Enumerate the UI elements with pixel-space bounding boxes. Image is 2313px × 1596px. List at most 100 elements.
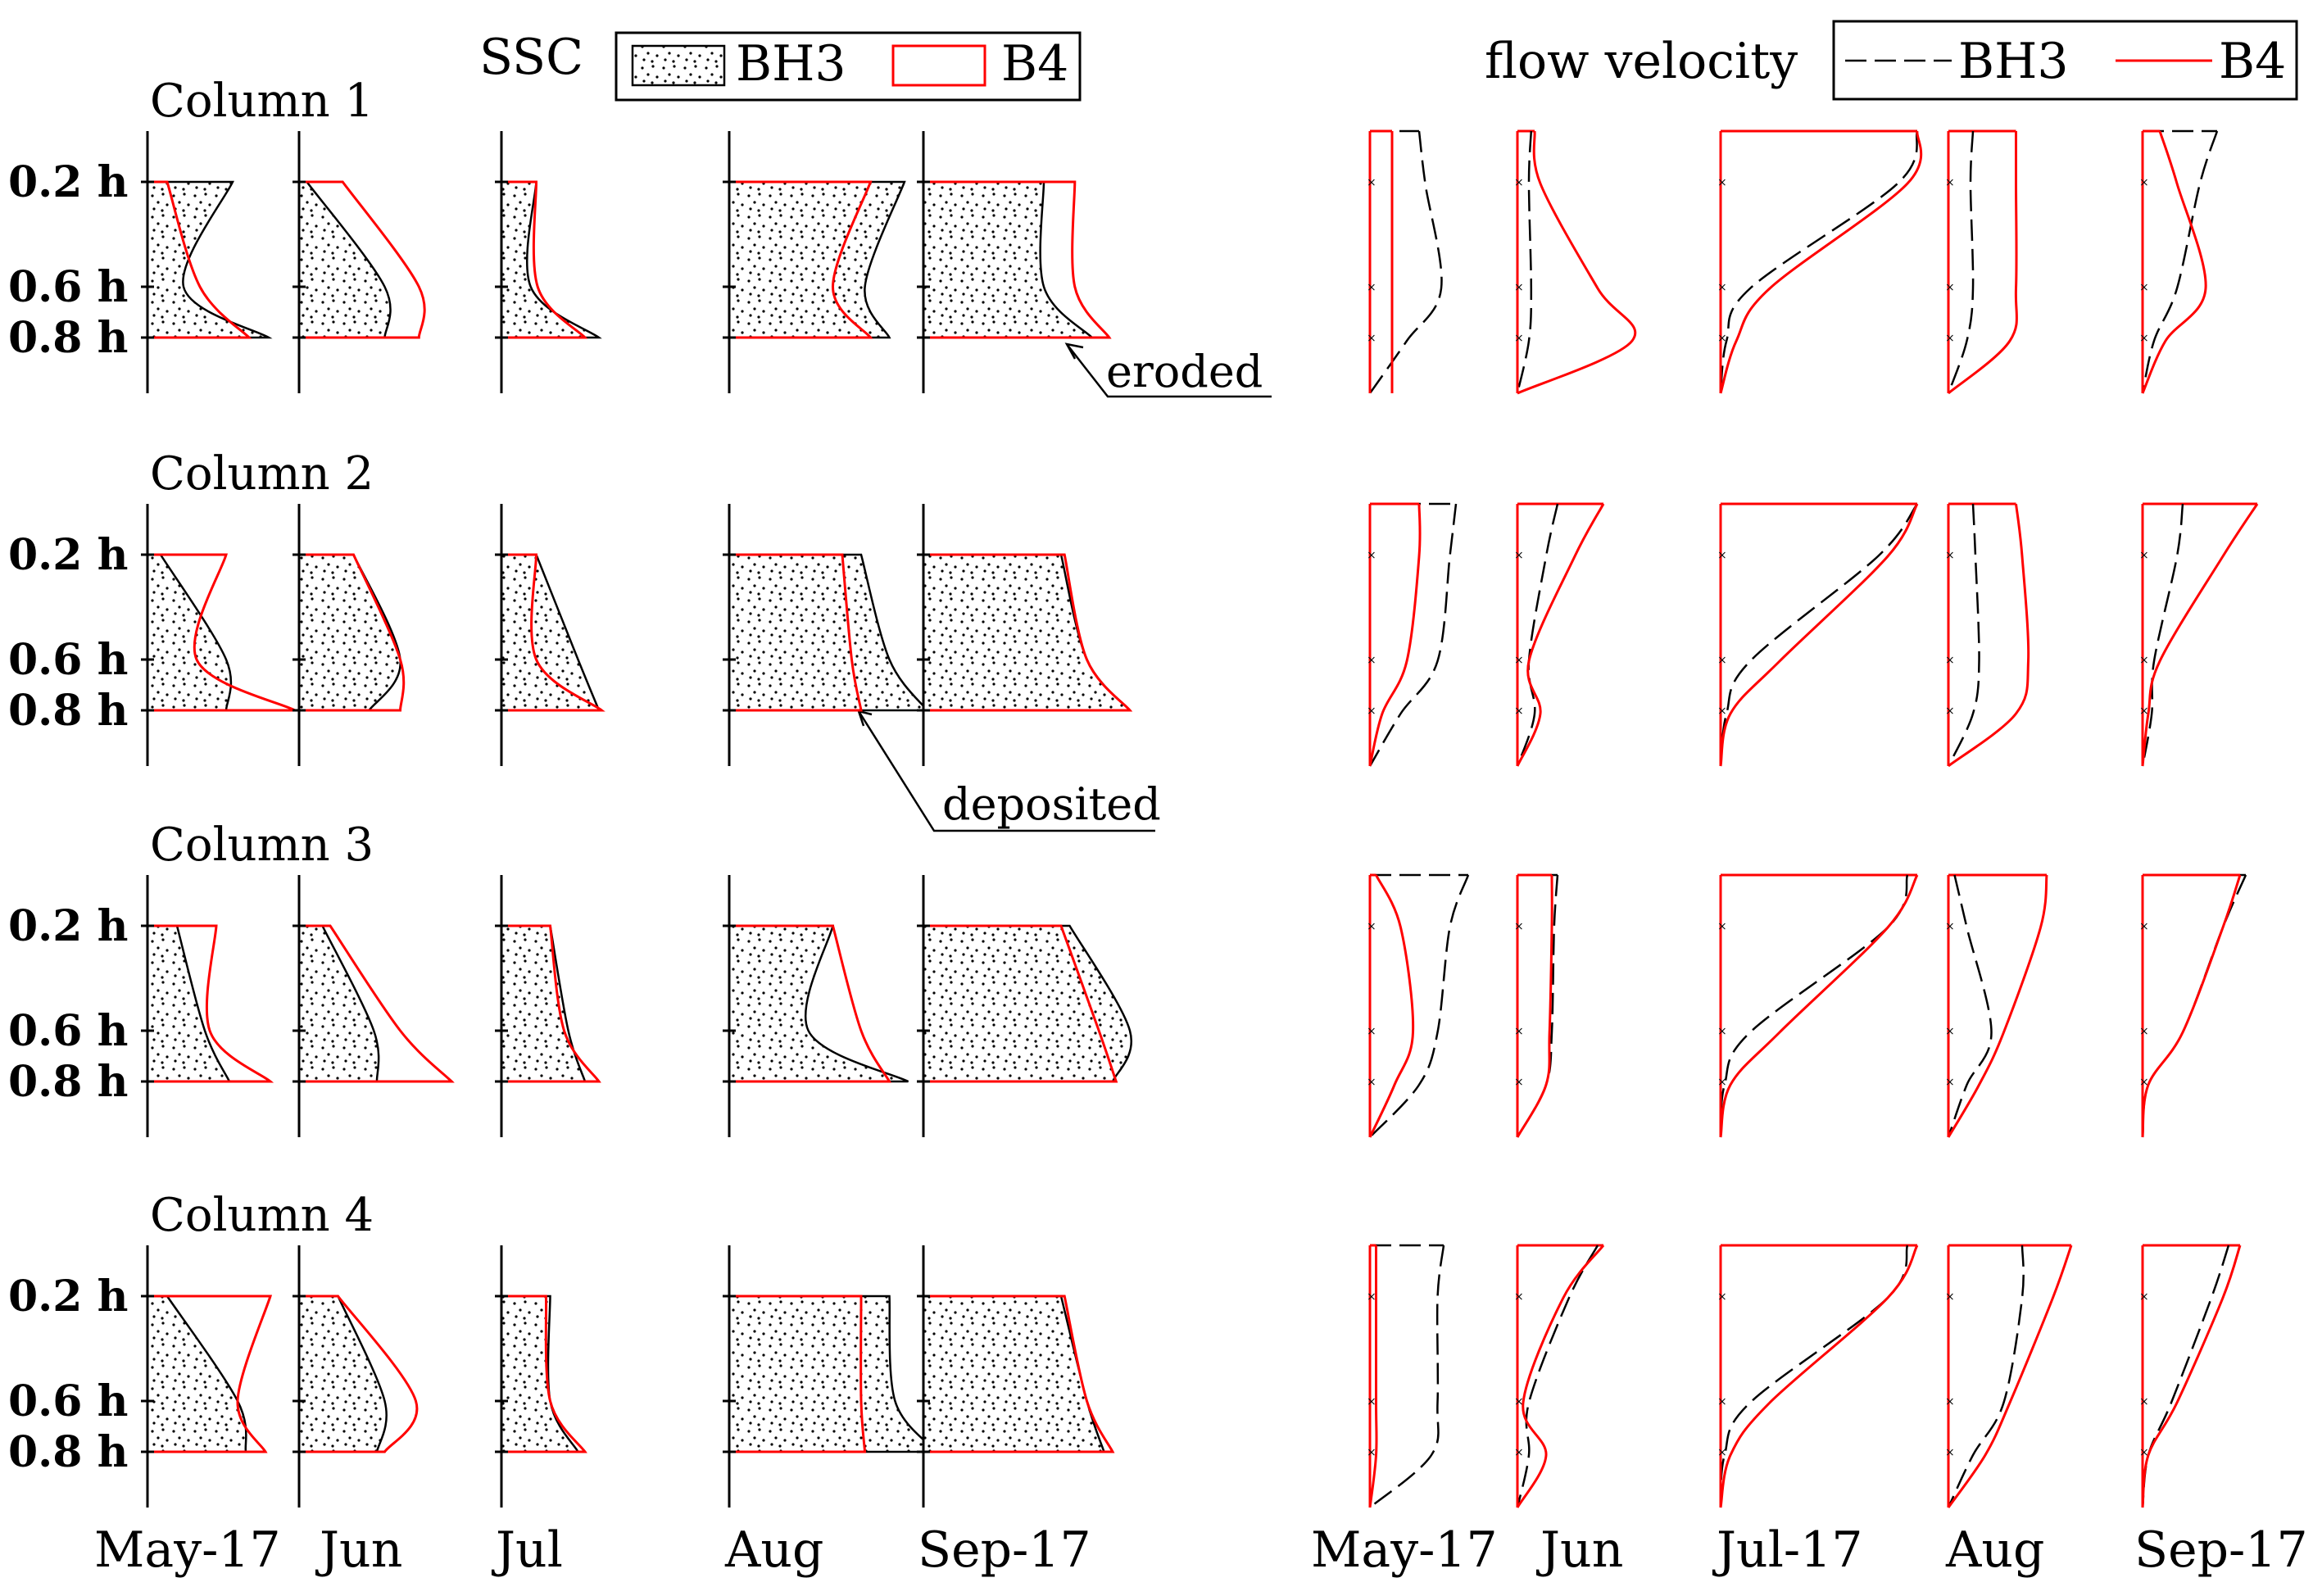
velocity-b4-profile (1368, 1245, 1378, 1508)
velocity-b4-profile (1368, 503, 1422, 767)
ssc-bh3-profile (297, 553, 401, 712)
velocity-tick-mark: × (1717, 1446, 1727, 1459)
velocity-bh3-profile (1719, 130, 1919, 394)
velocity-tick-mark: × (1945, 281, 1955, 294)
velocity-tick-mark: × (1514, 332, 1524, 345)
velocity-month-label: May-17 (1311, 1521, 1498, 1579)
ssc-panel-2 (293, 875, 455, 1137)
velocity-tick-mark: × (1514, 281, 1524, 294)
velocity-tick-mark: × (2139, 281, 2149, 294)
velocity-b4-profile (2141, 1245, 2242, 1508)
ssc-legend-b4-label: B4 (1001, 35, 1068, 93)
ssc-b4-profile (501, 180, 588, 339)
velocity-panel-5: × × × (2139, 1244, 2242, 1508)
ssc-panel-4 (723, 1245, 939, 1508)
ssc-legend-box (615, 31, 1082, 102)
ssc-panel-5 (917, 504, 1133, 766)
velocity-panel-3: × × × (1717, 502, 1919, 767)
ssc-b4-profile (923, 1294, 1115, 1453)
depth-label: 0.2 h (8, 157, 128, 207)
velocity-tick-mark: × (1945, 1025, 1955, 1038)
ssc-b4-profile (501, 1294, 587, 1453)
ssc-legend-bh3-label: BH3 (736, 35, 846, 93)
velocity-tick-mark: × (1367, 281, 1376, 294)
velocity-panel-2: × × × (1514, 1244, 1605, 1508)
velocity-panel-2: × × × (1514, 129, 1637, 395)
ssc-bh3-profile (728, 924, 909, 1083)
eroded-label: eroded (1106, 346, 1263, 397)
velocity-tick-mark: × (1945, 1076, 1955, 1089)
velocity-panel-2: × × × (1514, 502, 1605, 767)
ssc-panel-2 (293, 131, 426, 393)
rows-layer: Column 10.2 h0.6 h0.8 h×××××××××××××××Co… (8, 75, 2259, 1508)
velocity-b4-profile (1719, 130, 1923, 394)
ssc-bh3-profile (500, 553, 601, 712)
ssc-panel-5 (917, 1245, 1115, 1508)
velocity-tick-mark: × (1717, 1395, 1727, 1408)
ssc-b4-profile (299, 553, 406, 712)
velocity-tick-mark: × (2139, 176, 2149, 189)
ssc-b4-profile (147, 924, 274, 1083)
velocity-legend-b4-label: B4 (2219, 33, 2286, 90)
velocity-panel-2: × × × (1514, 873, 1559, 1138)
ssc-bh3-profile (297, 1294, 388, 1453)
ssc-bh3-profile (922, 553, 1132, 712)
ssc-bh3-profile (146, 924, 231, 1083)
velocity-bh3-profile (1516, 1245, 1599, 1508)
velocity-panel-1: × × × (1367, 1244, 1445, 1508)
depth-label: 0.6 h (8, 1006, 128, 1056)
velocity-bh3-profile (2141, 503, 2184, 767)
velocity-tick-mark: × (1367, 1290, 1376, 1304)
velocity-panel-3: × × × (1717, 129, 1923, 394)
velocity-month-label: Sep-17 (2134, 1521, 2308, 1579)
ssc-panel-2 (293, 1245, 419, 1508)
velocity-panel-4: × × × (1945, 873, 2048, 1138)
velocity-tick-mark: × (1945, 705, 1955, 718)
ssc-month-label: Jul (491, 1521, 563, 1579)
ssc-bh3-profile (146, 180, 273, 339)
velocity-b4-profile (1947, 874, 2048, 1138)
velocity-bh3-profile (1947, 1245, 2025, 1508)
eroded-callout-line (1066, 343, 1272, 398)
depth-label: 0.8 h (8, 686, 128, 736)
velocity-tick-mark: × (1717, 920, 1727, 933)
velocity-tick-mark: × (1367, 332, 1376, 345)
velocity-b4-profile (2141, 503, 2259, 767)
depth-label: 0.2 h (8, 901, 128, 951)
ssc-bh3-profile (728, 1294, 939, 1453)
velocity-tick-mark: × (1367, 1076, 1376, 1089)
velocity-tick-mark: × (1514, 1446, 1524, 1459)
velocity-tick-mark: × (1514, 654, 1524, 667)
velocity-tick-mark: × (1367, 1025, 1376, 1038)
velocity-panel-4: × × × (1945, 1244, 2073, 1508)
velocity-panel-1: × × × (1367, 873, 1470, 1138)
velocity-b4-profile (1948, 130, 2018, 395)
ssc-month-label: Aug (724, 1521, 823, 1579)
velocity-tick-mark: × (2139, 1025, 2149, 1038)
velocity-bh3-profile (2141, 130, 2219, 394)
velocity-tick-mark: × (1717, 1290, 1727, 1304)
velocity-tick-mark: × (2139, 705, 2149, 718)
ssc-b4-profile (923, 180, 1112, 339)
ssc-bh3-profile (922, 924, 1132, 1083)
ssc-bh3-profile (500, 180, 602, 339)
velocity-panel-5: × × × (2139, 502, 2259, 767)
velocity-panel-4: × × × (1945, 129, 2018, 395)
velocity-tick-mark: × (1945, 1290, 1955, 1304)
velocity-tick-mark: × (2139, 920, 2149, 933)
ssc-bh3-profile (728, 553, 929, 712)
ssc-b4-profile (299, 924, 455, 1083)
velocity-tick-mark: × (1514, 1290, 1524, 1304)
velocity-b4-profile (1517, 130, 1637, 395)
ssc-b4-profile (729, 1294, 867, 1453)
ssc-b4-profile (147, 553, 296, 712)
ssc-panel-3 (495, 1245, 587, 1508)
ssc-b4-profile (299, 180, 426, 339)
ssc-panel-3 (495, 131, 602, 393)
ssc-b4-profile (729, 553, 863, 712)
ssc-panel-1 (141, 131, 273, 393)
velocity-legend-box (1832, 20, 2298, 101)
ssc-bh3-profile (728, 180, 906, 339)
ssc-b4-profile (299, 1294, 419, 1453)
ssc-b4-profile (147, 180, 252, 339)
